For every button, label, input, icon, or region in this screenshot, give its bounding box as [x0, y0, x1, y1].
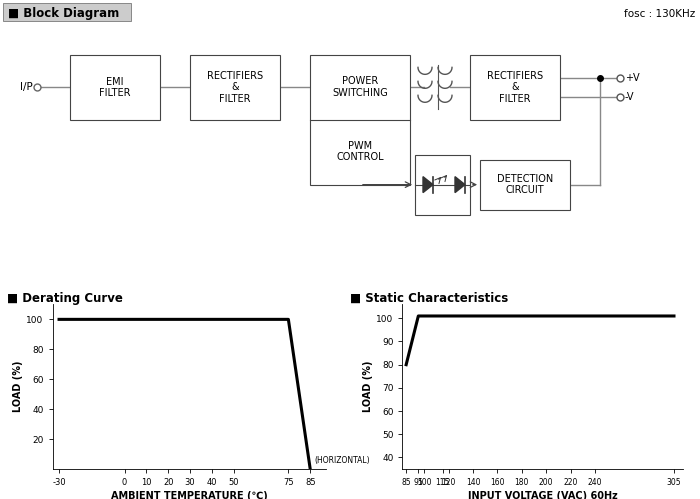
- Text: EMI
FILTER: EMI FILTER: [99, 76, 131, 98]
- Bar: [480, 160, 570, 210]
- Text: ■ Block Diagram: ■ Block Diagram: [8, 7, 119, 20]
- Bar: [415, 155, 470, 215]
- Text: ■ Derating Curve: ■ Derating Curve: [7, 292, 123, 305]
- Y-axis label: LOAD (%): LOAD (%): [363, 361, 373, 413]
- Text: POWER
SWITCHING: POWER SWITCHING: [332, 76, 388, 98]
- Text: +V: +V: [625, 72, 640, 83]
- Bar: [3, 3, 131, 21]
- Text: (HORIZONTAL): (HORIZONTAL): [314, 456, 370, 465]
- Polygon shape: [423, 177, 433, 193]
- Text: -V: -V: [625, 92, 634, 102]
- Text: ■ Static Characteristics: ■ Static Characteristics: [350, 292, 508, 305]
- X-axis label: AMBIENT TEMPERATURE (℃): AMBIENT TEMPERATURE (℃): [111, 491, 267, 499]
- Bar: [70, 55, 160, 120]
- Y-axis label: LOAD (%): LOAD (%): [13, 361, 23, 413]
- Text: DETECTION
CIRCUIT: DETECTION CIRCUIT: [497, 174, 553, 196]
- Text: I/P: I/P: [20, 82, 33, 92]
- Polygon shape: [455, 177, 465, 193]
- Bar: [470, 55, 560, 120]
- Bar: [310, 55, 410, 185]
- X-axis label: INPUT VOLTAGE (VAC) 60Hz: INPUT VOLTAGE (VAC) 60Hz: [468, 491, 617, 499]
- Text: fosc : 130KHz: fosc : 130KHz: [624, 9, 695, 19]
- Text: RECTIFIERS
&
FILTER: RECTIFIERS & FILTER: [487, 71, 543, 104]
- Text: PWM
CONTROL: PWM CONTROL: [336, 141, 384, 163]
- Text: RECTIFIERS
&
FILTER: RECTIFIERS & FILTER: [207, 71, 263, 104]
- Bar: [190, 55, 280, 120]
